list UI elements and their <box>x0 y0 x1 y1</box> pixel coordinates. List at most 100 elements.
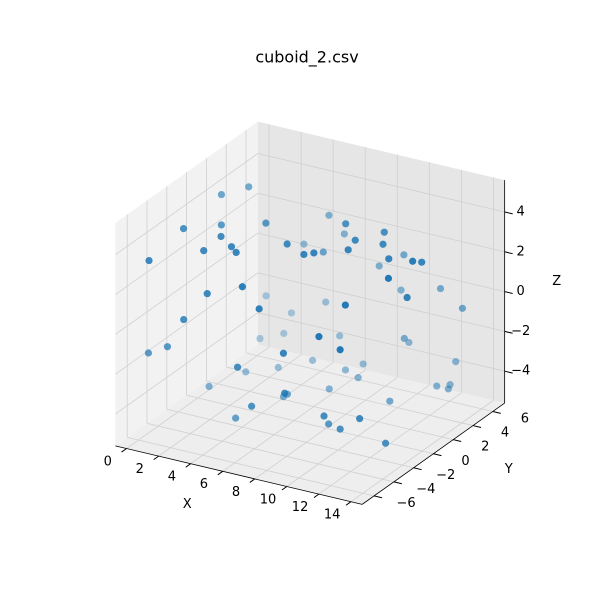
point <box>418 258 426 266</box>
point <box>205 382 213 391</box>
point <box>281 389 289 397</box>
tick-mark <box>504 211 513 215</box>
grid-line <box>146 422 394 483</box>
point <box>232 248 240 257</box>
point <box>308 356 317 364</box>
x-tick-label: 8 <box>232 485 240 500</box>
grid-line <box>206 380 454 441</box>
point <box>385 255 393 263</box>
tick-mark <box>472 425 482 428</box>
point <box>245 183 253 191</box>
point <box>433 382 441 390</box>
point <box>217 232 225 241</box>
point <box>375 262 383 270</box>
tick-mark <box>433 453 442 457</box>
point <box>400 334 408 343</box>
point <box>359 360 367 368</box>
point <box>336 425 344 433</box>
point <box>397 286 405 294</box>
tick-mark <box>492 411 501 414</box>
grid-line <box>257 272 505 332</box>
tick-mark <box>281 486 288 491</box>
grid-line <box>245 352 493 412</box>
point <box>384 274 393 282</box>
point <box>325 211 333 219</box>
point <box>325 385 333 393</box>
point <box>280 329 288 338</box>
tick-mark <box>413 467 422 471</box>
point <box>179 225 188 233</box>
tick-mark <box>313 493 320 499</box>
x-axis-label: X <box>183 497 192 512</box>
point <box>274 363 282 372</box>
point <box>144 349 153 357</box>
point <box>400 251 408 259</box>
point <box>200 247 208 255</box>
chart-title: cuboid_2.csv <box>255 48 358 68</box>
z-tick-label: 2 <box>517 244 525 259</box>
point <box>217 190 226 199</box>
tick-mark <box>121 448 127 453</box>
x-tick-label: 14 <box>324 508 341 523</box>
point <box>203 290 211 298</box>
point <box>379 240 387 248</box>
point <box>436 284 445 293</box>
point <box>242 368 250 376</box>
point <box>342 220 350 228</box>
grid-line <box>127 437 375 497</box>
z-tick-label: 0 <box>517 284 525 299</box>
tick-mark <box>504 370 513 374</box>
y-tick-label: −4 <box>416 482 435 497</box>
x-tick-label: 0 <box>104 454 112 469</box>
point <box>227 243 236 251</box>
point <box>232 414 240 422</box>
point <box>322 298 330 306</box>
point <box>310 249 318 257</box>
point <box>458 304 467 312</box>
point <box>336 346 344 354</box>
z-tick-label: −2 <box>511 324 530 339</box>
tick-mark <box>185 463 191 468</box>
grid-line <box>257 153 505 213</box>
point <box>320 412 328 420</box>
point <box>300 250 308 259</box>
y-tick-label: −2 <box>436 468 455 483</box>
z-tick-label: 4 <box>517 204 525 219</box>
point <box>409 257 417 265</box>
x-tick-label: 4 <box>168 470 176 485</box>
point <box>381 439 390 447</box>
point <box>354 374 362 382</box>
tick-mark <box>217 470 224 476</box>
grid-line <box>115 192 259 295</box>
point <box>444 385 452 393</box>
tick-mark <box>373 495 383 499</box>
tick-mark <box>504 330 513 334</box>
point <box>315 333 323 341</box>
point <box>452 358 460 366</box>
point <box>336 332 344 340</box>
grid-line <box>257 192 505 253</box>
y-tick-label: 6 <box>521 412 529 427</box>
grid-line <box>115 312 259 415</box>
point <box>279 349 288 357</box>
grid-line <box>186 394 434 455</box>
y-tick-label: 4 <box>501 426 509 441</box>
y-axis-label: Y <box>504 462 513 477</box>
point <box>145 256 153 265</box>
point <box>248 402 256 410</box>
point <box>180 315 188 324</box>
grid-line <box>115 272 259 375</box>
x-tick-label: 10 <box>260 492 277 507</box>
y-axis-line <box>361 402 505 505</box>
point <box>403 293 411 302</box>
point <box>386 397 394 405</box>
z-axis-label: Z <box>552 274 561 289</box>
point <box>341 301 349 309</box>
grid-line <box>226 366 474 426</box>
point <box>300 240 308 248</box>
grid-line <box>257 232 505 292</box>
point <box>287 309 296 317</box>
point <box>351 236 359 244</box>
x-tick-label: 12 <box>292 500 309 515</box>
